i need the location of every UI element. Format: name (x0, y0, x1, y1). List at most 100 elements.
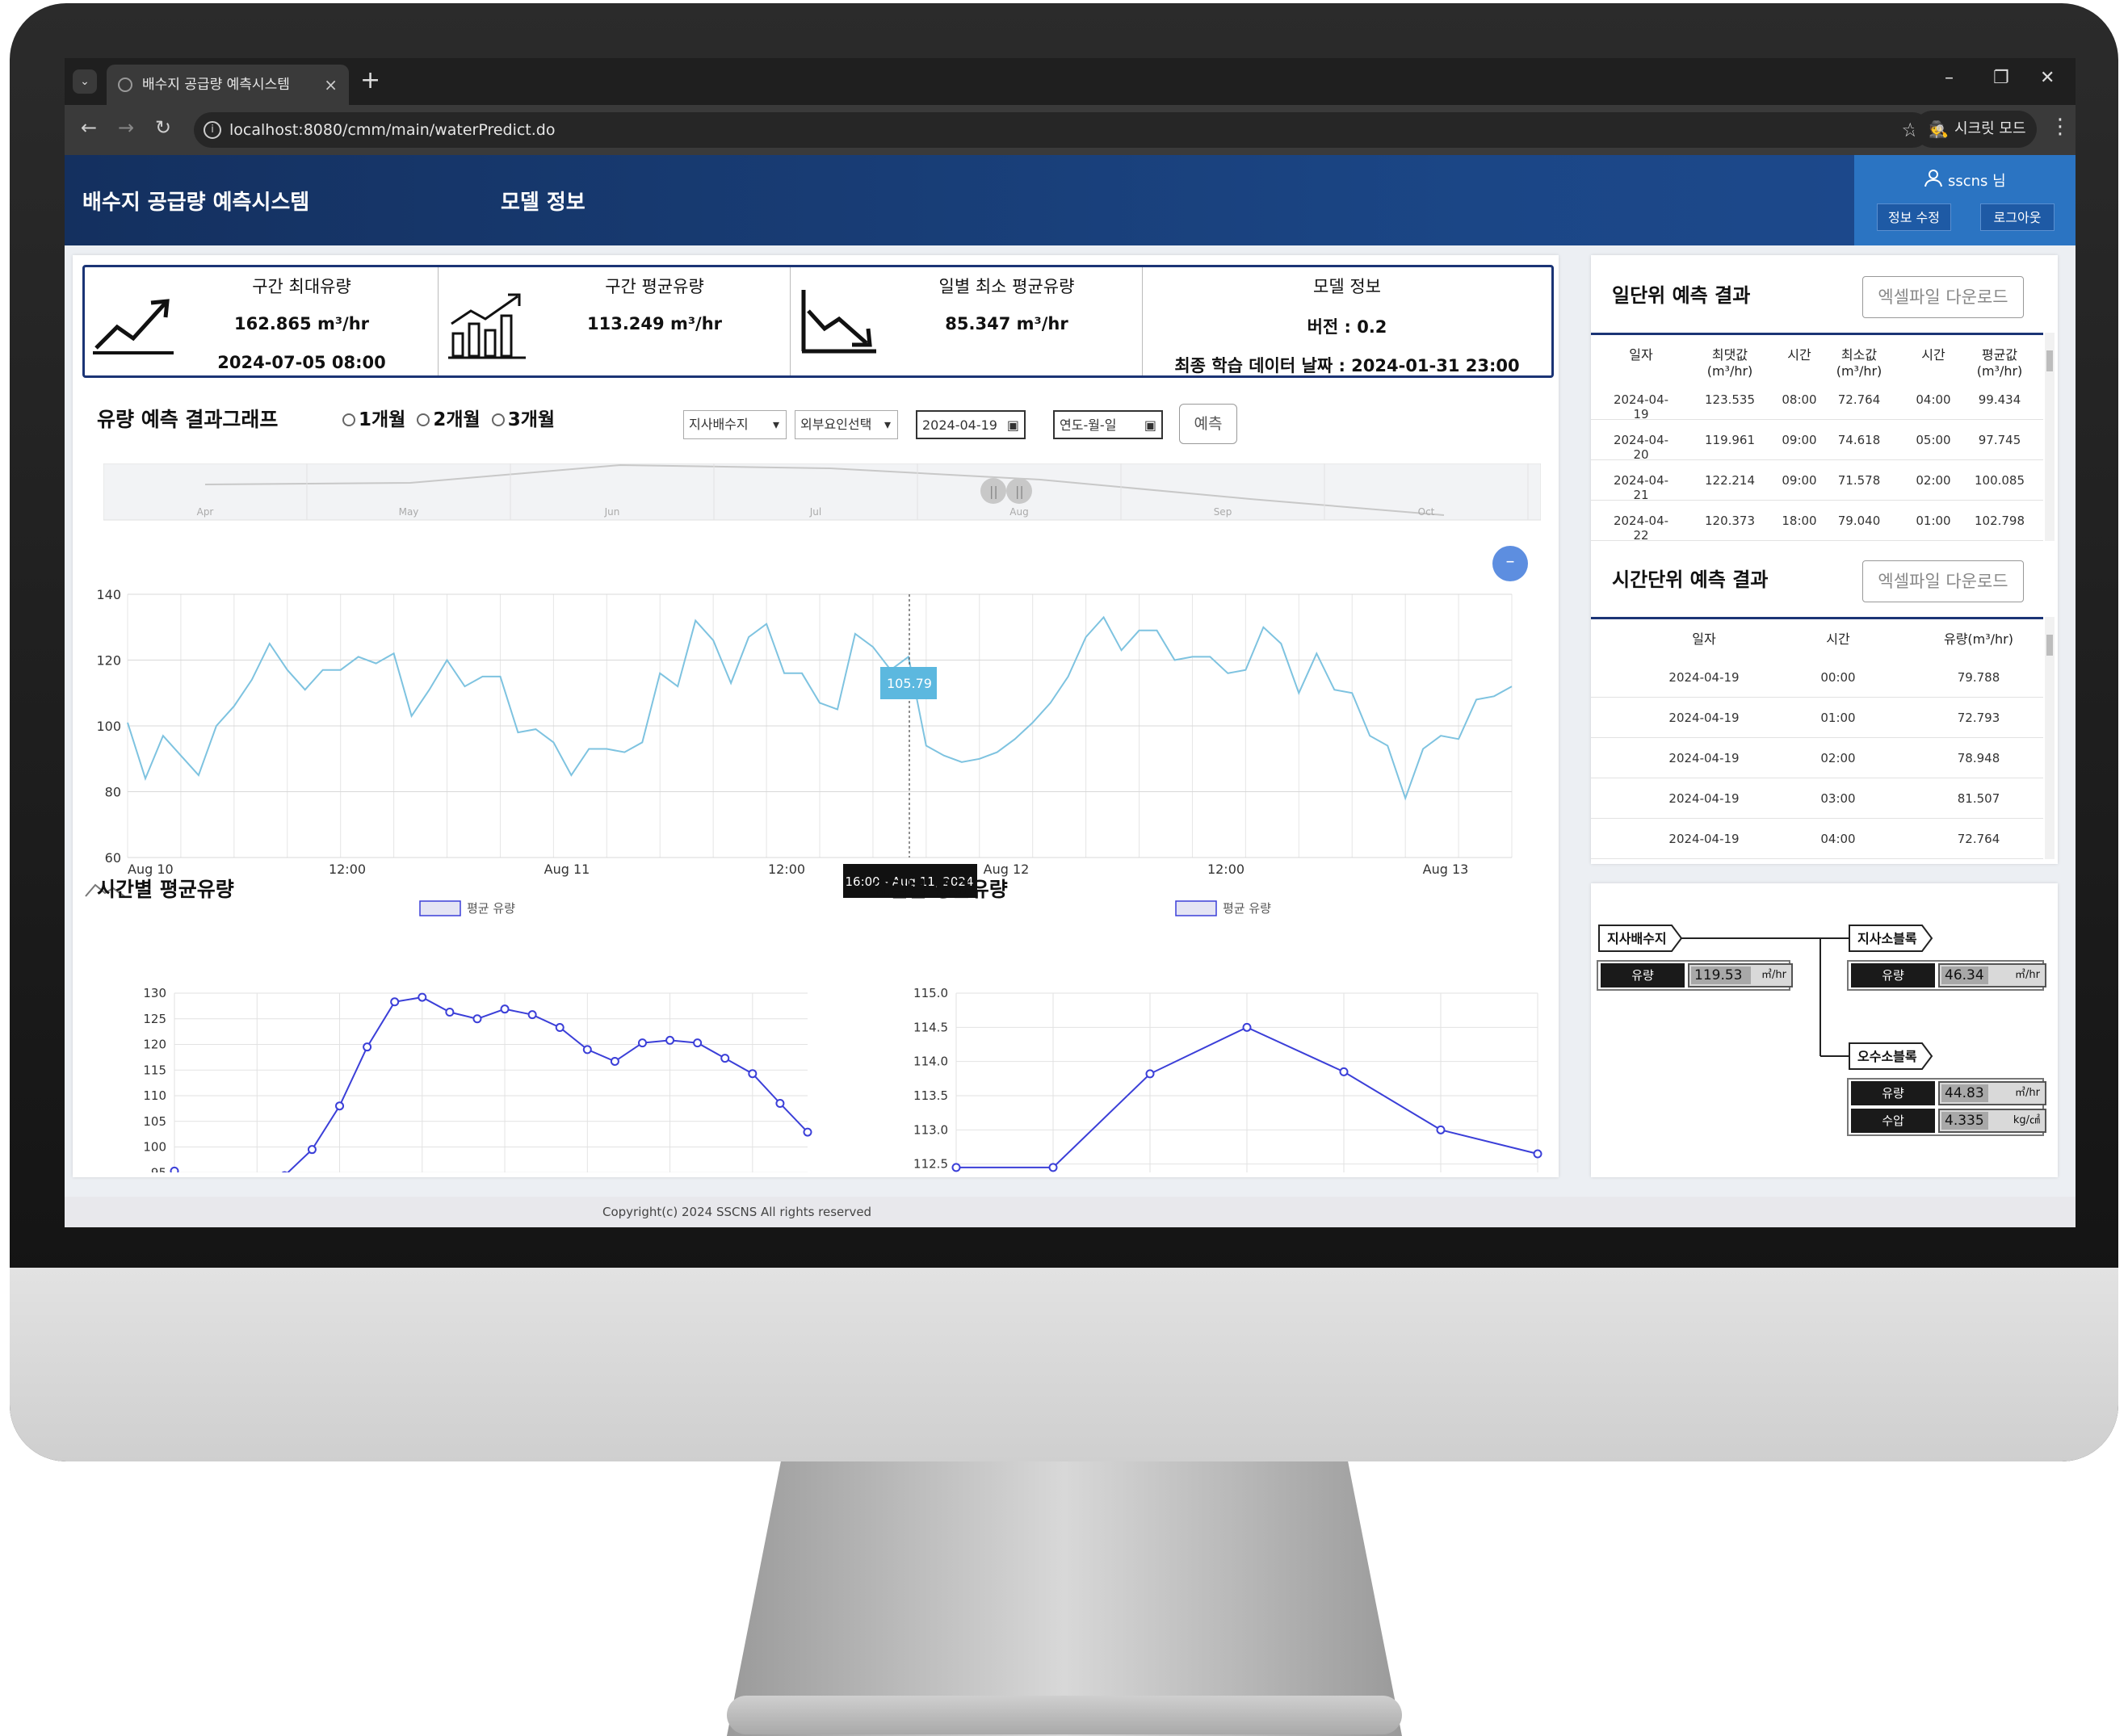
table-row[interactable]: 2024-04-19 04:00 72.764 (1591, 819, 2043, 859)
factor-select[interactable]: 외부요인선택 ▾ (795, 410, 898, 439)
column-header[interactable]: 유량(m³/hr) (1943, 631, 2014, 647)
node-jisa-block[interactable]: 지사소블록 (1857, 931, 1917, 946)
kpi-strip: 구간 최대유량 162.865 m³/hr 2024-07-05 08:00 구… (82, 265, 1554, 378)
table-row[interactable]: 2024-04-19 03:00 81.507 (1591, 778, 2043, 819)
data-point (527, 1010, 537, 1020)
column-header[interactable]: 최댓값(m³/hr) (1706, 347, 1753, 379)
table-row[interactable]: 2024-04-20 119.961 09:00 74.618 05:00 97.745 (1591, 420, 2043, 462)
new-tab-button[interactable]: + (360, 66, 381, 94)
screen: ⌄ 배수지 공급량 예측시스템 × + – ❐ ✕ ← → ↻ i localh… (65, 58, 2076, 1227)
app-title[interactable]: 배수지 공급량 예측시스템 (82, 191, 310, 215)
x-tick-label: Aug 13 (1423, 862, 1469, 877)
range-navigator[interactable]: Apr May Jun Jul Aug Sep Oct || || (103, 463, 1541, 522)
column-header[interactable]: 일자 (1629, 347, 1653, 363)
table-row[interactable]: 2024-04-22 120.373 18:00 79.040 01:00 102.798 (1591, 501, 2043, 543)
column-header[interactable]: 일자 (1692, 631, 1716, 647)
y-tick-label: 100 (143, 1140, 166, 1155)
data-point (500, 1004, 510, 1014)
column-header[interactable]: 평균값(m³/hr) (1976, 347, 2023, 379)
forward-icon[interactable]: → (118, 116, 135, 139)
x-tick-label: 12:00 (1207, 862, 1244, 877)
close-icon[interactable]: × (324, 75, 338, 94)
column-header[interactable]: 최소값(m³/hr) (1836, 347, 1882, 379)
nav-model-info[interactable]: 모델 정보 (501, 191, 586, 215)
calendar-icon[interactable]: ▣ (1144, 417, 1156, 433)
url-text: localhost:8080/cmm/main/waterPredict.do (229, 121, 556, 139)
table-row[interactable]: 2024-04-19 02:00 78.948 (1591, 738, 2043, 778)
table-cell: 72.764 (1957, 832, 2000, 846)
column-header[interactable]: 시간 (1826, 631, 1850, 647)
weekday-avg-chart[interactable]: 평균 유량112.0112.5113.0113.5114.0114.5115.0… (846, 898, 1557, 1172)
hourly-excel-download-button[interactable]: 엑셀파일 다운로드 (1862, 560, 2024, 602)
scrollbar-thumb[interactable] (2046, 350, 2053, 371)
radio-1-month[interactable]: 1개월 (342, 409, 405, 430)
data-point (748, 1069, 758, 1079)
table-scrollbar[interactable] (2045, 333, 2055, 541)
scrollbar-thumb[interactable] (2046, 635, 2053, 656)
back-icon[interactable]: ← (81, 116, 98, 139)
radio-2-month[interactable]: 2개월 (417, 409, 481, 430)
legend-swatch (1175, 900, 1217, 916)
table-cell: 2024-04-21 (1613, 473, 1669, 502)
end-date-input[interactable]: 연도-월-일 ▣ (1053, 410, 1163, 439)
restore-icon[interactable]: ❐ (1993, 68, 2009, 88)
y-tick-label: 60 (105, 850, 121, 866)
node-jisa-reservoir[interactable]: 지사배수지 (1607, 931, 1667, 946)
navigator-month-label: Apr (197, 506, 214, 518)
site-select[interactable]: 지사배수지 ▾ (683, 410, 787, 439)
y-tick-label: 140 (96, 587, 121, 602)
metric-meter: 46.34 ㎥/hr (1938, 963, 2046, 988)
column-header[interactable]: 시간 (1921, 347, 1945, 363)
edit-profile-button[interactable]: 정보 수정 (1877, 203, 1951, 231)
table-cell: 2024-04-19 (1668, 711, 1740, 725)
table-scrollbar[interactable] (2045, 617, 2055, 859)
metric-value: 119.53 (1691, 967, 1751, 984)
column-header[interactable]: 시간 (1787, 347, 1811, 363)
kpi-avg-flow: 구간 평균유량 113.249 m³/hr (439, 267, 791, 375)
y-tick-label: 130 (143, 986, 166, 1000)
radio-3-month[interactable]: 3개월 (491, 409, 555, 430)
table-cell: 97.745 (1978, 433, 2021, 447)
table-row[interactable]: 2024-04-19 01:00 72.793 (1591, 698, 2043, 738)
navigator-handle-left[interactable] (980, 478, 1006, 504)
table-row[interactable]: 2024-04-19 123.535 08:00 72.764 04:00 99.434 (1591, 379, 2043, 421)
caret-down-icon: ▾ (772, 417, 779, 432)
minimize-icon[interactable]: – (1945, 68, 1954, 88)
navigator-handle-right[interactable] (1006, 478, 1032, 504)
table-cell: 72.793 (1957, 711, 2000, 725)
y-tick-label: 115.0 (913, 986, 948, 1000)
predict-button[interactable]: 예측 (1179, 404, 1237, 444)
data-point (335, 1101, 345, 1111)
table-row[interactable]: 2024-04-21 122.214 09:00 71.578 02:00 100.085 (1591, 460, 2043, 502)
monitor-stand (727, 1461, 1402, 1736)
hourly-avg-chart[interactable]: 평균 유량909510010511011512012513000:0003:00… (73, 898, 832, 1172)
time-tooltip-text: 16:00 - Aug 11, 2024 (845, 874, 973, 889)
table-header-rule (1591, 617, 2043, 619)
y-tick-label: 115 (143, 1063, 166, 1077)
calendar-icon[interactable]: ▣ (1006, 417, 1019, 433)
node-osu-block[interactable]: 오수소블록 (1857, 1049, 1917, 1064)
start-date-input[interactable]: 2024-04-19 ▣ (916, 410, 1026, 439)
table-cell: 04:00 (1820, 832, 1856, 846)
kpi-value: 85.347 m³/hr (945, 314, 1068, 333)
zoom-out-button[interactable]: – (1492, 546, 1528, 581)
forecast-line-chart[interactable]: 60 80 100 120 140 Aug 10 12:00 Aug 11 12:00 Aug 1… (73, 525, 1559, 912)
table-row[interactable]: 2024-04-19 00:00 79.788 (1591, 657, 2043, 698)
table-cell: 122.214 (1704, 473, 1756, 488)
logout-button[interactable]: 로그아웃 (1980, 203, 2055, 231)
tab-search-button[interactable]: ⌄ (73, 69, 97, 94)
reload-icon[interactable]: ↻ (155, 116, 172, 139)
site-info-icon[interactable]: i (204, 121, 221, 139)
forecast-title: 유량 예측 결과그래프 (97, 408, 279, 431)
browser-menu-icon[interactable]: ⋮ (2050, 115, 2071, 139)
y-tick-label: 110 (143, 1088, 166, 1103)
trend-down-icon (801, 290, 876, 354)
browser-tab[interactable]: 배수지 공급량 예측시스템 × (107, 65, 349, 105)
address-bar[interactable]: i localhost:8080/cmm/main/waterPredict.d… (194, 112, 1930, 148)
window-close-icon[interactable]: ✕ (2040, 68, 2055, 88)
data-point (1048, 1163, 1058, 1172)
incognito-badge[interactable]: 🕵 시크릿 모드 (1914, 111, 2037, 148)
daily-excel-download-button[interactable]: 엑셀파일 다운로드 (1862, 276, 2024, 318)
kpi-label: 구간 평균유량 (605, 277, 704, 296)
monitor-base (727, 1696, 1402, 1734)
